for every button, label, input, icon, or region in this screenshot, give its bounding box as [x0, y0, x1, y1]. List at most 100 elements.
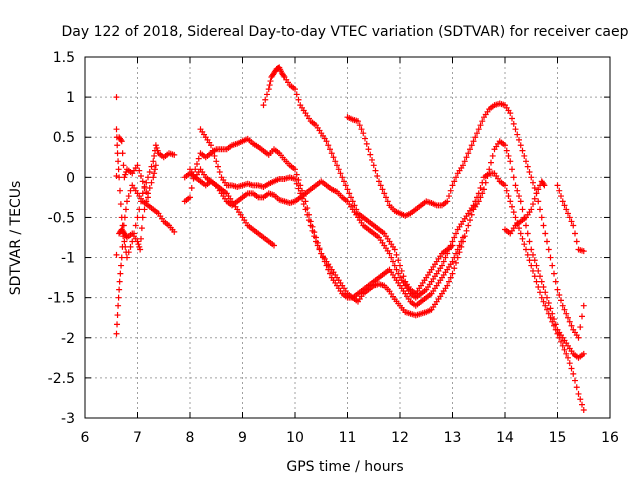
y-tick-label: -1 — [61, 251, 75, 267]
data-point — [444, 198, 451, 205]
data-point — [474, 130, 480, 137]
data-point — [292, 86, 298, 93]
data-point — [468, 142, 475, 149]
data-point — [568, 218, 575, 225]
data-point — [451, 265, 458, 272]
data-point — [572, 377, 578, 384]
data-point — [114, 150, 121, 157]
data-point — [547, 254, 554, 261]
data-point — [215, 163, 221, 170]
data-point — [509, 166, 515, 173]
data-point — [554, 286, 561, 293]
data-point — [449, 182, 456, 189]
data-point — [393, 251, 400, 258]
data-point — [528, 206, 535, 213]
data-point — [439, 262, 445, 269]
data-point — [523, 246, 529, 253]
data-point — [280, 72, 287, 79]
data-point — [309, 227, 316, 234]
data-point — [549, 318, 556, 325]
data-point — [566, 360, 573, 367]
data-point — [136, 167, 143, 174]
data-point — [143, 179, 150, 186]
series-c — [116, 162, 159, 253]
series-k — [502, 178, 548, 237]
data-point — [295, 185, 302, 192]
data-point — [307, 222, 314, 229]
data-point — [444, 282, 451, 289]
data-point — [139, 214, 146, 221]
y-tick-label: -2.5 — [48, 371, 75, 387]
data-point — [579, 401, 585, 408]
data-point — [507, 158, 514, 165]
data-point — [542, 230, 549, 237]
data-point — [116, 174, 123, 181]
data-point — [117, 136, 124, 143]
data-point — [342, 182, 349, 189]
data-point — [379, 186, 386, 193]
data-point — [467, 217, 473, 224]
data-point — [535, 186, 542, 193]
data-point — [195, 155, 202, 162]
data-point — [535, 267, 542, 274]
data-point — [349, 198, 356, 205]
data-point — [138, 172, 144, 179]
x-tick-label: 14 — [496, 430, 514, 446]
data-point — [537, 273, 543, 280]
data-point — [545, 300, 552, 307]
y-tick-label: 1.5 — [53, 50, 75, 66]
data-point — [531, 257, 538, 264]
data-point — [573, 384, 580, 391]
data-point — [122, 171, 129, 178]
data-point — [148, 163, 155, 170]
data-point — [447, 274, 454, 281]
data-point — [116, 278, 123, 285]
data-point — [134, 162, 141, 169]
data-point — [337, 170, 344, 177]
data-point — [370, 162, 377, 169]
data-point — [134, 214, 141, 221]
x-tick-labels: 6 7 8 9 10 11 12 13 14 15 16 — [81, 430, 619, 446]
data-point — [115, 166, 122, 173]
data-point — [136, 243, 143, 250]
data-point — [526, 168, 533, 175]
data-point — [465, 150, 472, 157]
data-point — [512, 214, 519, 221]
data-point — [516, 136, 522, 143]
data-point — [535, 283, 542, 290]
data-point — [372, 167, 379, 174]
data-point — [502, 142, 508, 149]
data-point — [171, 151, 178, 158]
data-point — [121, 238, 128, 245]
data-point — [463, 227, 470, 234]
data-point — [566, 214, 573, 221]
data-point — [325, 142, 332, 149]
data-point — [302, 206, 309, 213]
data-point — [556, 291, 563, 298]
data-point — [558, 338, 564, 345]
data-point — [512, 126, 519, 133]
data-point — [332, 158, 339, 165]
data-point — [369, 156, 375, 163]
y-tick-label: 0 — [66, 170, 75, 186]
data-point — [561, 306, 568, 313]
data-point — [447, 187, 454, 194]
data-point — [505, 193, 512, 200]
data-point — [152, 166, 158, 173]
data-point — [117, 270, 124, 277]
data-point — [552, 278, 559, 285]
data-point — [540, 283, 547, 290]
data-markers — [113, 64, 587, 413]
data-point — [390, 258, 396, 265]
data-point — [519, 147, 526, 154]
data-point — [563, 350, 570, 357]
x-tick-label: 6 — [81, 430, 90, 446]
data-point — [113, 94, 120, 101]
data-point — [318, 250, 325, 257]
series-g — [187, 166, 587, 413]
data-point — [575, 334, 582, 341]
data-point — [516, 225, 522, 232]
data-point — [531, 185, 538, 192]
data-point — [115, 158, 122, 165]
data-point — [461, 158, 468, 165]
